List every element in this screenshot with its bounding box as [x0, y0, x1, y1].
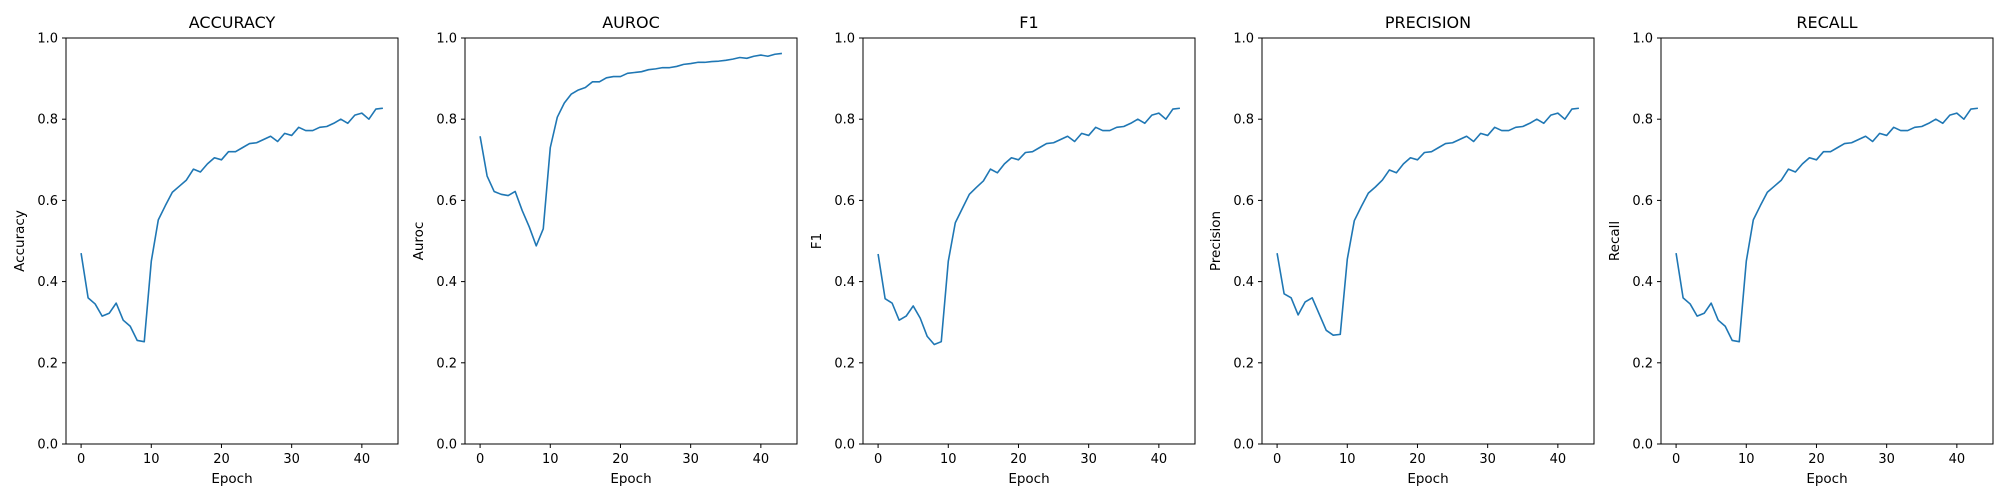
- y-tick-label: 0.0: [37, 438, 58, 453]
- y-tick-label: 0.4: [436, 275, 457, 290]
- x-tick-label: 20: [612, 452, 629, 467]
- y-tick-label: 0.6: [1632, 194, 1653, 209]
- y-tick-label: 0.4: [37, 275, 58, 290]
- y-tick-label: 0.0: [1233, 438, 1254, 453]
- chart-title: ACCURACY: [189, 13, 276, 32]
- axes-frame: [862, 37, 1196, 445]
- series-line: [80, 107, 384, 343]
- chart-title: PRECISION: [1385, 13, 1471, 32]
- x-tick-label: 30: [1080, 452, 1097, 467]
- x-tick-label: 20: [213, 452, 230, 467]
- y-tick-label: 0.8: [834, 113, 855, 128]
- y-tick-label: 1.0: [436, 32, 457, 47]
- y-tick-label: 0.0: [1632, 438, 1653, 453]
- x-tick-label: 20: [1409, 452, 1426, 467]
- x-tick-label: 40: [1949, 452, 1966, 467]
- x-tick-label: 0: [476, 452, 484, 467]
- x-tick-label: 40: [753, 452, 770, 467]
- chart-panel-f1: F1 0 10 20 30 40 0.0 0.2 0.4 0.6 0.8 1.0 Epoch F1: [809, 13, 1196, 487]
- x-tick-label: 0: [77, 452, 85, 467]
- y-tick-label: 0.4: [1233, 275, 1254, 290]
- y-tick-label: 0.4: [834, 275, 855, 290]
- y-tick-label: 0.0: [436, 438, 457, 453]
- x-tick-label: 0: [1273, 452, 1281, 467]
- x-tick-label: 40: [354, 452, 371, 467]
- x-axis-label: Epoch: [610, 471, 651, 487]
- chart-panel-recall: RECALL 0 10 20 30 40 0.0 0.2 0.4 0.6 0.8 1.0 Epoch Re…: [1607, 13, 1994, 487]
- x-tick-label: 0: [874, 452, 882, 467]
- y-tick-label: 1.0: [834, 32, 855, 47]
- y-axis-label: F1: [809, 233, 825, 249]
- y-tick-label: 1.0: [1233, 32, 1254, 47]
- axes-frame: [65, 37, 399, 445]
- x-tick-label: 10: [143, 452, 160, 467]
- x-tick-label: 40: [1550, 452, 1567, 467]
- y-axis-label: Accuracy: [12, 210, 28, 272]
- x-tick-label: 10: [542, 452, 559, 467]
- axes-frame: [464, 37, 798, 445]
- series-line: [877, 107, 1181, 346]
- x-tick-label: 20: [1010, 452, 1027, 467]
- y-axis-label: Recall: [1607, 221, 1623, 261]
- chart-title: F1: [1019, 13, 1038, 32]
- x-axis-label: Epoch: [1407, 471, 1448, 487]
- y-axis-label: Auroc: [411, 222, 427, 261]
- x-tick-label: 40: [1151, 452, 1168, 467]
- x-axis-label: Epoch: [1806, 471, 1847, 487]
- x-tick-label: 30: [1479, 452, 1496, 467]
- chart-panel-auroc: AUROC 0 10 20 30 40 0.0 0.2 0.4 0.6 0.8 1.0 Epoch Aur…: [411, 13, 798, 487]
- y-tick-label: 0.4: [1632, 275, 1653, 290]
- y-tick-label: 0.2: [37, 356, 58, 371]
- chart-title: AUROC: [602, 13, 660, 32]
- y-axis-label: Precision: [1208, 211, 1224, 271]
- y-tick-label: 0.6: [37, 194, 58, 209]
- chart-title: RECALL: [1796, 13, 1857, 32]
- y-tick-label: 0.0: [834, 438, 855, 453]
- x-tick-label: 10: [1738, 452, 1755, 467]
- y-tick-label: 0.8: [37, 113, 58, 128]
- chart-panel-precision: PRECISION 0 10 20 30 40 0.0 0.2 0.4 0.6 0.8 1.0 Epoc…: [1208, 13, 1595, 487]
- axes-frame: [1261, 37, 1595, 445]
- x-tick-label: 30: [1878, 452, 1895, 467]
- x-axis-label: Epoch: [211, 471, 252, 487]
- y-tick-label: 1.0: [1632, 32, 1653, 47]
- y-tick-label: 0.6: [436, 194, 457, 209]
- x-axis-label: Epoch: [1008, 471, 1049, 487]
- x-tick-label: 30: [283, 452, 300, 467]
- y-tick-label: 0.2: [1632, 356, 1653, 371]
- x-tick-label: 30: [682, 452, 699, 467]
- y-tick-label: 0.6: [834, 194, 855, 209]
- y-tick-label: 0.8: [1233, 113, 1254, 128]
- y-tick-label: 0.2: [436, 356, 457, 371]
- series-line: [479, 52, 783, 247]
- chart-panel-accuracy: ACCURACY 0 10 20 30 40 0.0 0.2 0.4 0.6 0.8 1.0 Epoch…: [12, 13, 399, 487]
- x-tick-label: 10: [940, 452, 957, 467]
- y-tick-label: 0.6: [1233, 194, 1254, 209]
- x-tick-label: 20: [1808, 452, 1825, 467]
- x-tick-label: 10: [1339, 452, 1356, 467]
- y-tick-label: 0.2: [834, 356, 855, 371]
- axes-frame: [1660, 37, 1994, 445]
- x-tick-label: 0: [1672, 452, 1680, 467]
- y-tick-label: 1.0: [37, 32, 58, 47]
- y-tick-label: 0.8: [1632, 113, 1653, 128]
- series-line: [1276, 107, 1580, 336]
- series-line: [1675, 107, 1979, 343]
- y-tick-label: 0.2: [1233, 356, 1254, 371]
- y-tick-label: 0.8: [436, 113, 457, 128]
